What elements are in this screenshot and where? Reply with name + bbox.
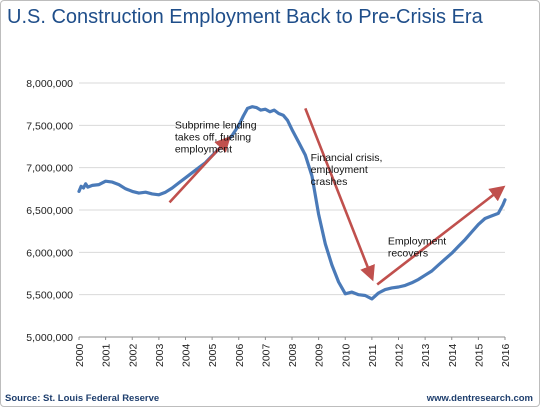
x-tick-label: 2006	[234, 343, 246, 367]
x-tick-label: 2011	[367, 344, 379, 367]
y-tick-label: 8,000,000	[26, 78, 73, 90]
y-tick-label: 6,500,000	[26, 205, 73, 217]
x-tick-label: 2002	[127, 343, 139, 367]
x-tick-label: 2004	[181, 343, 193, 367]
x-tick-label: 2009	[314, 343, 326, 367]
x-tick-label: 2010	[340, 343, 352, 367]
series-line-0	[77, 105, 507, 301]
y-tick-label: 7,500,000	[26, 120, 73, 132]
annotation-text-2: Employment recovers	[388, 236, 446, 260]
annotation-arrows	[168, 107, 506, 286]
y-tick-labels: 5,000,000 5,500,000 6,000,000 6,500,000 7,00…	[26, 78, 73, 344]
y-tick-label: 5,500,000	[26, 290, 73, 302]
x-tick-label: 2005	[207, 343, 219, 367]
x-tick-label: 2016	[500, 343, 512, 367]
axes	[78, 336, 506, 340]
gridlines	[79, 82, 505, 296]
x-tick-label: 2007	[260, 343, 272, 367]
website-link[interactable]: www.dentresearch.com	[426, 393, 533, 404]
series-layer	[77, 105, 507, 301]
annotations: Subprime lending takes off, fueling employ…	[175, 120, 446, 260]
annotation-arrow-1	[304, 107, 375, 282]
x-tick-label: 2012	[394, 343, 406, 367]
x-tick-label: 2003	[154, 343, 166, 367]
x-tick-label: 2015	[473, 343, 485, 367]
annotation-arrow-0	[168, 136, 231, 204]
source-note: Source: St. Louis Federal Reserve	[5, 393, 160, 404]
x-tick-label: 2008	[287, 343, 299, 367]
x-tick-label: 2001	[101, 343, 113, 367]
x-tick-label: 2000	[74, 343, 86, 367]
chart-title: U.S. Construction Employment Back to Pre…	[7, 6, 483, 28]
x-tick-labels: 2000 2001 2002 2003 2004 2005 2006 2007 2008 2009…	[74, 343, 512, 367]
x-tick-label: 2014	[447, 343, 459, 367]
y-tick-label: 6,000,000	[26, 247, 73, 259]
x-tick-label: 2013	[420, 343, 432, 367]
annotation-text-0: Subprime lending takes off, fueling employ…	[175, 120, 257, 156]
y-tick-label: 7,000,000	[26, 163, 73, 175]
annotation-text-1: Financial crisis, employment crashes	[311, 152, 383, 188]
y-tick-label: 5,000,000	[26, 332, 73, 344]
annotation-arrow-2	[376, 185, 506, 286]
